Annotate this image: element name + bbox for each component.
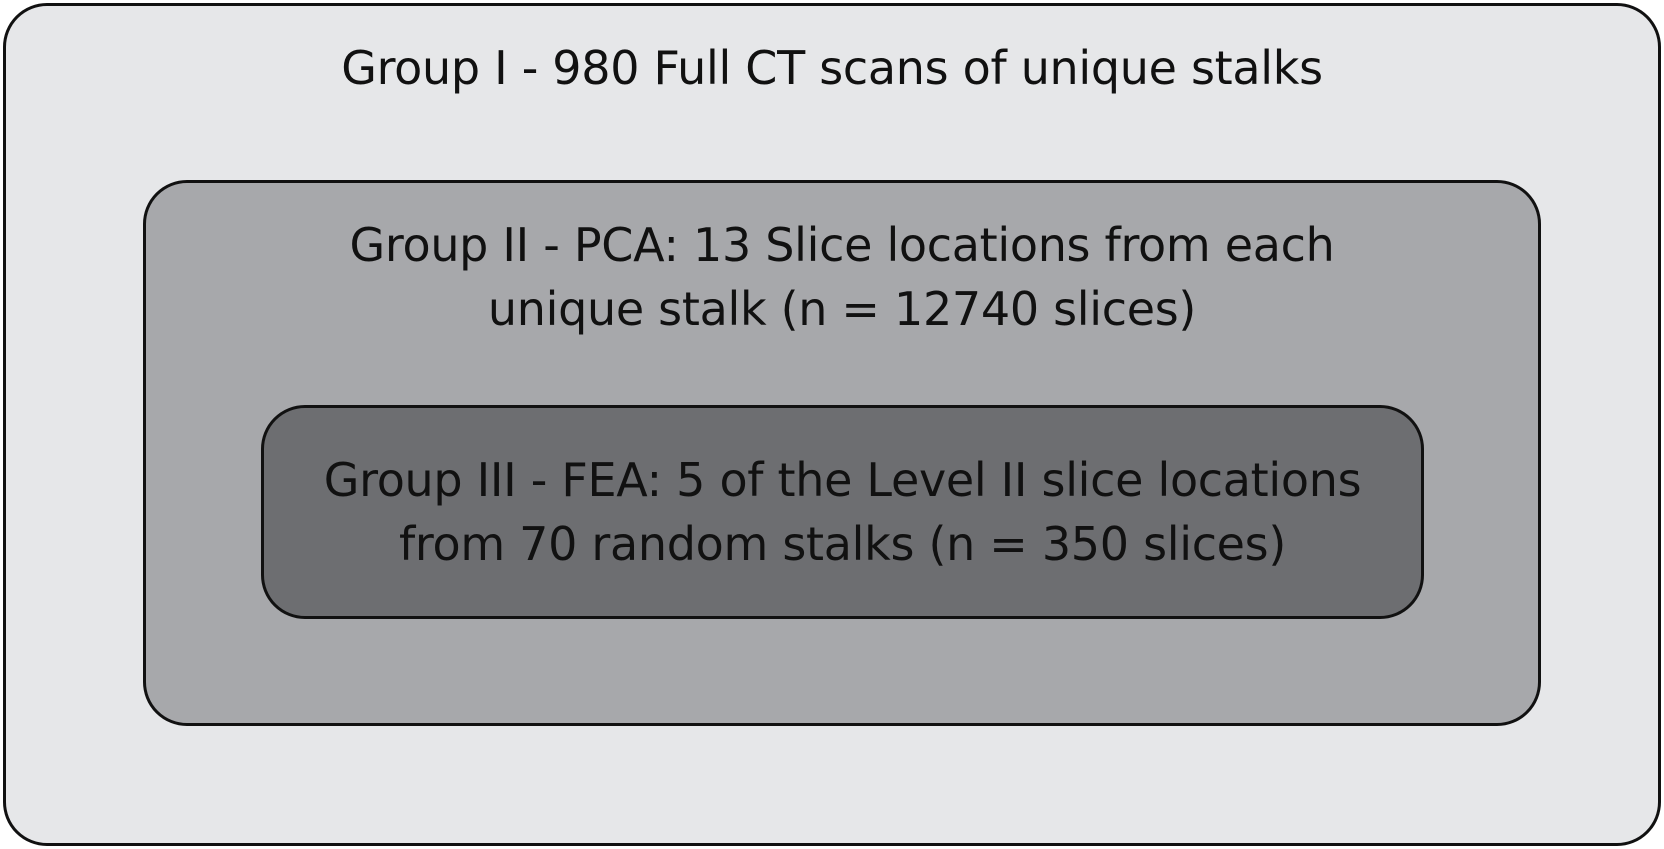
- group-3-label-line-2: from 70 random stalks (n = 350 slices): [399, 517, 1286, 571]
- group-1-label-line: Group I - 980 Full CT scans of unique st…: [341, 41, 1323, 95]
- group-1-label: Group I - 980 Full CT scans of unique st…: [6, 36, 1658, 100]
- group-3-box: Group III - FEA: 5 of the Level II slice…: [261, 405, 1424, 619]
- group-3-label-line-1: Group III - FEA: 5 of the Level II slice…: [323, 453, 1362, 507]
- group-2-label: Group II - PCA: 13 Slice locations from …: [146, 213, 1538, 341]
- group-2-label-line-1: Group II - PCA: 13 Slice locations from …: [349, 218, 1335, 272]
- group-3-label: Group III - FEA: 5 of the Level II slice…: [264, 448, 1421, 576]
- group-2-label-line-2: unique stalk (n = 12740 slices): [487, 282, 1197, 336]
